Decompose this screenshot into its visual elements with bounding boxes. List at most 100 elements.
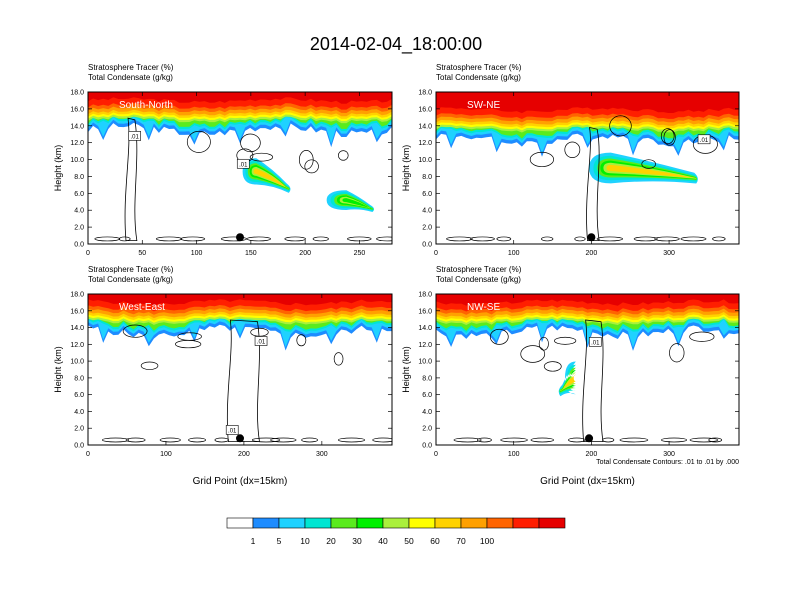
low-cloud-contour	[633, 236, 658, 242]
y-tick-label: 2.0	[74, 225, 84, 232]
tracer-band	[88, 294, 392, 306]
y-tick-label: 2.0	[422, 426, 432, 433]
x-tick-label: 300	[316, 451, 328, 458]
colorbar-swatch	[434, 517, 462, 529]
x-tick-label: 100	[191, 250, 203, 257]
x-tick-label: 100	[508, 250, 520, 257]
condensate-contour	[226, 319, 260, 443]
colorbar-swatch	[486, 517, 514, 529]
condensate-contour	[582, 319, 604, 443]
colorbar-swatch	[538, 517, 566, 529]
tracer-intrusion	[253, 168, 290, 189]
panel-title-condensate: Total Condensate (g/kg)	[436, 275, 521, 284]
tracer-band	[436, 92, 739, 114]
low-cloud-contour	[541, 236, 554, 242]
condensate-contour	[689, 331, 715, 342]
panel-label: SW-NE	[467, 100, 500, 111]
panel-title-tracer: Stratosphere Tracer (%)	[88, 265, 174, 274]
low-cloud-contour	[574, 236, 586, 242]
low-cloud-contour	[246, 236, 271, 242]
colorbar-swatch	[330, 517, 358, 529]
low-cloud-contour	[453, 437, 482, 443]
low-cloud-contour	[101, 437, 130, 443]
y-tick-label: 12.0	[70, 342, 84, 349]
condensate-contour	[175, 340, 202, 349]
low-cloud-contour	[661, 437, 688, 443]
panel-title-condensate: Total Condensate (g/kg)	[436, 73, 521, 82]
y-tick-label: 18.0	[418, 90, 432, 97]
contour-label: .01	[131, 134, 140, 140]
low-cloud-contour	[712, 236, 726, 242]
colorbar-swatch	[304, 517, 332, 529]
low-cloud-contour	[118, 236, 131, 242]
low-cloud-contour	[94, 236, 121, 242]
colorbar-label: 40	[378, 536, 388, 546]
colorbar-label: 60	[430, 536, 440, 546]
y-tick-label: 0.0	[422, 242, 432, 249]
location-marker	[587, 233, 596, 242]
contour-label-box	[236, 158, 250, 169]
y-tick-label: 6.0	[422, 392, 432, 399]
x-tick-label: 0	[434, 250, 438, 257]
y-tick-label: 12.0	[70, 140, 84, 147]
condensate-contour	[586, 126, 600, 242]
x-axis-label: Grid Point (dx=15km)	[540, 476, 635, 487]
contour-label-box	[697, 134, 711, 145]
y-tick-label: 16.0	[418, 308, 432, 315]
plot-area	[88, 294, 392, 445]
condensate-contour	[554, 336, 577, 345]
low-cloud-contour	[680, 236, 707, 242]
low-cloud-contour	[476, 437, 492, 443]
y-tick-label: 10.0	[418, 157, 432, 164]
condensate-contour	[240, 133, 261, 153]
y-tick-label: 10.0	[418, 359, 432, 366]
location-marker	[236, 434, 244, 443]
condensate-contour	[140, 361, 159, 370]
y-tick-label: 0.0	[74, 242, 84, 249]
y-tick-label: 6.0	[74, 191, 84, 198]
contour-label-box	[225, 425, 239, 435]
condensate-contour	[660, 128, 675, 145]
low-cloud-contour	[337, 437, 366, 443]
tracer-band	[436, 294, 739, 306]
y-tick-label: 14.0	[418, 123, 432, 130]
low-cloud-contour	[312, 236, 329, 242]
x-tick-label: 50	[138, 250, 146, 257]
colorbar-label: 20	[326, 536, 336, 546]
condensate-contour	[124, 117, 138, 242]
x-tick-label: 300	[663, 250, 675, 257]
low-cloud-contour	[251, 437, 281, 443]
low-cloud-contour	[125, 437, 146, 443]
colorbar-swatch	[226, 517, 254, 529]
panel-title-tracer: Stratosphere Tracer (%)	[436, 63, 522, 72]
y-tick-label: 18.0	[418, 292, 432, 299]
y-axis-label: Height (km)	[401, 346, 411, 393]
y-tick-label: 14.0	[418, 325, 432, 332]
low-cloud-contour	[214, 437, 229, 443]
contour-footnote: Total Condensate Contours: .01 to .01 by…	[596, 459, 739, 466]
condensate-contour	[520, 345, 546, 363]
condensate-contour	[641, 159, 656, 169]
panel-title-condensate: Total Condensate (g/kg)	[88, 275, 173, 284]
y-tick-label: 8.0	[74, 174, 84, 181]
tracer-intrusion	[559, 372, 576, 392]
colorbar-swatch	[460, 517, 488, 529]
colorbar-label: 1	[251, 536, 256, 546]
panel-3: .01 .01 West-East Stratosphere Tracer (%)To…	[53, 265, 393, 487]
y-tick-label: 4.0	[74, 409, 84, 416]
x-axis-label: Grid Point (dx=15km)	[193, 476, 288, 487]
contour-label: .01	[700, 138, 709, 144]
condensate-contour	[609, 115, 632, 137]
panel-2: .01 SW-NE Stratosphere Tracer (%)Total Con…	[401, 63, 740, 257]
condensate-contour	[304, 159, 319, 174]
panel-1: .01 .01 South-North Stratosphere Tracer (%)…	[53, 63, 393, 257]
x-tick-label: 200	[238, 451, 250, 458]
low-cloud-contour	[530, 437, 555, 443]
panel-title-tracer: Stratosphere Tracer (%)	[436, 265, 522, 274]
colorbar-label: 5	[277, 536, 282, 546]
low-cloud-contour	[301, 437, 318, 443]
x-tick-label: 200	[586, 451, 598, 458]
panel-label: South-North	[119, 100, 173, 111]
